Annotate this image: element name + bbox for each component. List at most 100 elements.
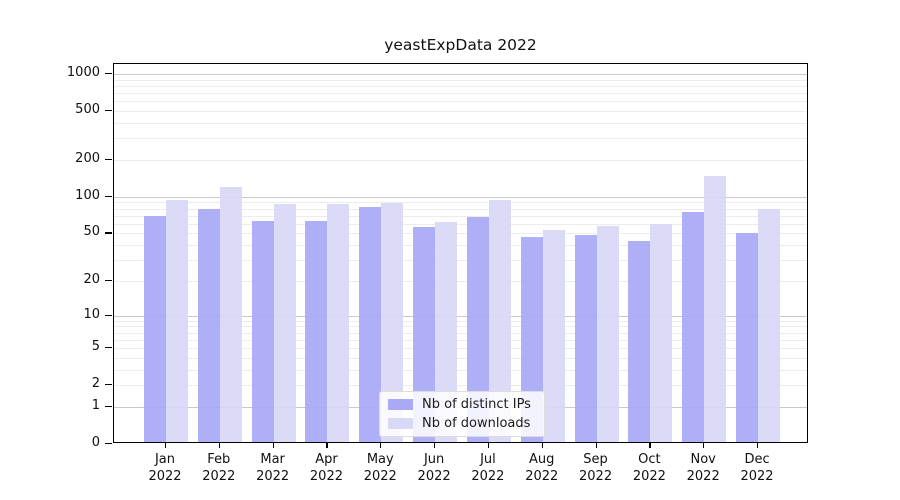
bar-downloads-aug bbox=[542, 230, 565, 442]
gridline-minor bbox=[114, 385, 807, 387]
x-axis-tick-label-nov: Nov 2022 bbox=[686, 452, 720, 484]
x-axis-tick-label-jun: Jun 2022 bbox=[417, 452, 451, 484]
bar-downloads-sep bbox=[596, 226, 619, 442]
gridline-minor bbox=[114, 326, 807, 328]
gridline-minor bbox=[114, 245, 807, 247]
y-axis-tick-label: 0 bbox=[91, 435, 100, 450]
y-axis-tick-mark bbox=[105, 73, 112, 75]
y-axis-tick-label: 20 bbox=[83, 271, 100, 287]
x-axis-tick-mark bbox=[649, 443, 651, 448]
bar-downloads-feb bbox=[219, 186, 242, 442]
legend-label-downloads: Nb of downloads bbox=[422, 415, 531, 431]
gridline-minor bbox=[114, 339, 807, 341]
bar-downloads-apr bbox=[327, 204, 350, 442]
x-axis-tick-label-sep: Sep 2022 bbox=[579, 452, 613, 484]
x-axis-tick-mark bbox=[487, 443, 490, 448]
bar-downloads-nov bbox=[704, 175, 727, 442]
gridline-minor bbox=[114, 280, 807, 282]
y-axis-tick-mark bbox=[105, 195, 112, 198]
gridline-minor bbox=[114, 111, 807, 113]
gridline-minor bbox=[114, 202, 807, 204]
plot-area bbox=[113, 63, 808, 443]
gridline-minor bbox=[114, 223, 807, 225]
legend-entry-downloads: Nb of downloads bbox=[388, 416, 536, 431]
y-axis-tick-label: 1 bbox=[91, 397, 100, 413]
bar-downloads-jul bbox=[488, 200, 511, 442]
x-axis-tick-mark bbox=[434, 443, 436, 448]
y-axis-tick-mark bbox=[105, 443, 112, 445]
x-axis-tick-label-may: May 2022 bbox=[363, 452, 397, 484]
x-axis-tick-label-feb: Feb 2022 bbox=[202, 452, 236, 484]
y-axis-tick-label: 200 bbox=[75, 150, 100, 166]
x-axis-tick-label-oct: Oct 2022 bbox=[632, 452, 666, 484]
gridline-minor bbox=[114, 138, 807, 140]
bar-distinct-ips-dec bbox=[736, 232, 759, 442]
x-axis-tick-label-mar: Mar 2022 bbox=[256, 452, 290, 484]
bar-distinct-ips-may bbox=[359, 206, 382, 442]
x-axis-tick-label-jan: Jan 2022 bbox=[148, 452, 182, 484]
x-axis-tick-label-dec: Dec 2022 bbox=[740, 452, 774, 484]
x-axis-tick-mark bbox=[272, 443, 274, 448]
bar-downloads-dec bbox=[758, 209, 781, 442]
bar-downloads-jun bbox=[435, 221, 458, 442]
gridline-minor bbox=[114, 357, 807, 359]
legend-swatch-downloads-icon bbox=[388, 417, 413, 429]
gridline-minor bbox=[114, 93, 807, 95]
gridline-major bbox=[114, 74, 807, 76]
x-axis-tick-mark bbox=[218, 443, 220, 448]
y-axis-tick-mark bbox=[105, 158, 112, 161]
bar-distinct-ips-nov bbox=[682, 212, 705, 442]
y-axis-tick-mark bbox=[105, 279, 112, 282]
legend-swatch-distinct-ips-icon bbox=[388, 399, 413, 411]
y-axis-tick-mark bbox=[105, 110, 112, 112]
y-axis-tick-label: 10 bbox=[83, 306, 100, 322]
gridline-minor bbox=[114, 101, 807, 103]
gridline-minor bbox=[114, 208, 807, 210]
bar-downloads-oct bbox=[650, 223, 673, 442]
bar-downloads-may bbox=[381, 202, 404, 442]
bar-distinct-ips-jan bbox=[144, 216, 166, 442]
gridline-minor bbox=[114, 123, 807, 124]
legend: Nb of distinct IPs Nb of downloads bbox=[379, 391, 545, 437]
legend-label-distinct-ips: Nb of distinct IPs bbox=[422, 397, 531, 413]
bar-distinct-ips-apr bbox=[305, 220, 328, 442]
gridline-minor bbox=[114, 215, 807, 217]
y-axis-tick-label: 100 bbox=[75, 187, 100, 203]
y-axis-tick-label: 2 bbox=[91, 376, 100, 392]
x-axis-tick-mark bbox=[757, 443, 759, 448]
bar-distinct-ips-jun bbox=[413, 227, 436, 442]
gridline-minor bbox=[114, 348, 807, 350]
gridline-minor bbox=[114, 85, 807, 87]
gridline-minor bbox=[114, 233, 807, 235]
x-axis-tick-mark bbox=[380, 443, 382, 448]
y-axis-tick-label: 1000 bbox=[66, 65, 100, 81]
bar-downloads-jan bbox=[166, 199, 188, 442]
gridline-minor bbox=[114, 332, 807, 334]
chart-title: yeastExpData 2022 bbox=[384, 36, 537, 54]
y-axis-tick-mark bbox=[105, 232, 112, 234]
y-axis-tick-mark bbox=[105, 314, 112, 316]
gridline-major bbox=[114, 196, 807, 198]
bar-distinct-ips-mar bbox=[251, 220, 274, 442]
bar-downloads-mar bbox=[273, 204, 296, 442]
x-axis-tick-mark bbox=[541, 443, 543, 448]
y-axis-tick-label: 500 bbox=[75, 102, 100, 118]
gridline-major bbox=[114, 315, 807, 317]
x-axis-tick-mark bbox=[326, 443, 328, 448]
bar-distinct-ips-oct bbox=[628, 240, 651, 442]
legend-entry-distinct-ips: Nb of distinct IPs bbox=[388, 397, 536, 412]
x-axis-tick-mark bbox=[165, 443, 167, 448]
y-axis-tick-mark bbox=[105, 347, 112, 349]
bar-distinct-ips-jul bbox=[466, 216, 489, 442]
y-axis-tick-mark bbox=[105, 405, 112, 408]
bar-distinct-ips-sep bbox=[574, 234, 597, 442]
y-axis-tick-label: 50 bbox=[83, 224, 100, 240]
x-axis-tick-label-apr: Apr 2022 bbox=[309, 452, 343, 484]
x-axis-tick-mark bbox=[595, 443, 597, 448]
bar-distinct-ips-aug bbox=[520, 236, 543, 442]
x-axis-tick-label-jul: Jul 2022 bbox=[471, 452, 505, 484]
y-axis-tick-label: 5 bbox=[91, 339, 100, 355]
y-axis-tick-mark bbox=[105, 384, 112, 386]
gridline-minor bbox=[114, 79, 807, 81]
x-axis-tick-mark bbox=[703, 443, 705, 448]
